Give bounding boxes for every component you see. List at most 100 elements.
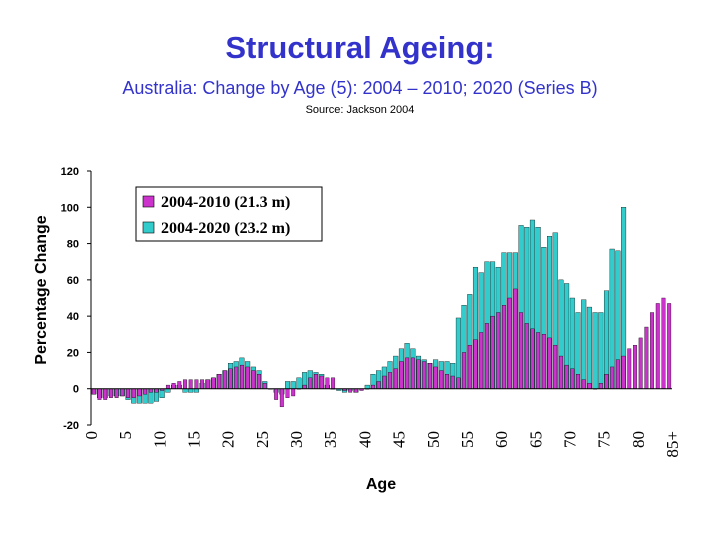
x-tick-label: 45 bbox=[390, 431, 409, 448]
source-note: Source: Jackson 2004 bbox=[305, 104, 415, 116]
x-tick-label: 35 bbox=[321, 431, 340, 448]
page-title: Structural Ageing: bbox=[225, 30, 495, 65]
x-tick-label: 85+ bbox=[663, 431, 682, 458]
bar-series-1 bbox=[308, 377, 313, 389]
bar-series-1 bbox=[519, 312, 523, 389]
bar-series-1 bbox=[103, 388, 108, 400]
x-tick-label: 20 bbox=[219, 431, 238, 448]
bar-series-2 bbox=[193, 388, 199, 393]
bar-series-1 bbox=[177, 381, 182, 389]
bar-series-1 bbox=[325, 377, 330, 389]
bar-series-1 bbox=[154, 388, 159, 393]
bar-series-1 bbox=[644, 326, 649, 389]
bar-series-1 bbox=[314, 374, 318, 389]
bar-series-1 bbox=[211, 377, 216, 389]
bar-series-2 bbox=[603, 290, 610, 389]
bar-series-1 bbox=[405, 357, 410, 389]
bar-series-1 bbox=[587, 383, 592, 389]
bar-series-1 bbox=[650, 312, 655, 389]
bar-series-1 bbox=[348, 388, 353, 393]
bar-series-2 bbox=[592, 312, 598, 389]
bar-series-1 bbox=[165, 384, 170, 389]
bar-series-1 bbox=[467, 344, 472, 389]
bar-series-1 bbox=[667, 303, 672, 389]
bar-series-1 bbox=[399, 361, 404, 389]
bar-series-1 bbox=[222, 370, 227, 389]
x-tick-labels: 0 5 10 15 20 25 30 35 40 45 50 55 60 65 70 75 80 85+ bbox=[82, 431, 682, 458]
bar-series-1 bbox=[536, 332, 541, 389]
bar-series-1 bbox=[251, 370, 256, 389]
bar-series-1 bbox=[382, 375, 387, 389]
bar-series-2 bbox=[296, 377, 302, 389]
y-tick-label: -20 bbox=[63, 420, 79, 432]
bar-series-1 bbox=[353, 388, 358, 393]
bar-series-1 bbox=[655, 303, 660, 389]
bar-series-1 bbox=[530, 328, 535, 389]
bar-series-1 bbox=[91, 388, 96, 395]
bar-series-1 bbox=[183, 379, 187, 389]
bar-series-1 bbox=[541, 334, 546, 389]
bar-series-1 bbox=[319, 375, 324, 389]
bar-series-2 bbox=[290, 381, 296, 389]
x-axis-label: Age bbox=[366, 476, 396, 493]
bar-series-1 bbox=[564, 364, 569, 389]
x-tick-label: 75 bbox=[595, 431, 614, 448]
y-tick-label: 60 bbox=[67, 275, 79, 287]
bar-series-1 bbox=[257, 374, 261, 389]
bar-series-1 bbox=[490, 315, 495, 389]
bar-series-1 bbox=[547, 337, 552, 389]
bar-series-1 bbox=[427, 363, 432, 389]
bar-series-1 bbox=[524, 323, 529, 389]
bar-series-1 bbox=[445, 374, 449, 389]
bar-series-1 bbox=[610, 366, 615, 389]
x-tick-label: 70 bbox=[561, 431, 580, 448]
bar-series-1 bbox=[126, 388, 130, 398]
bar-series-1 bbox=[245, 366, 250, 389]
bar-series-1 bbox=[513, 288, 518, 389]
bar-series-1 bbox=[598, 383, 603, 389]
bar-series-1 bbox=[450, 375, 455, 389]
bar-series-1 bbox=[479, 332, 484, 389]
legend-swatch-series-2 bbox=[142, 221, 155, 234]
bar-series-1 bbox=[410, 357, 415, 389]
bar-series-1 bbox=[188, 379, 193, 389]
page-subtitle: Australia: Change by Age (5): 2004 – 201… bbox=[122, 78, 598, 98]
bar-series-2 bbox=[364, 384, 370, 389]
bar-series-1 bbox=[376, 381, 381, 389]
bar-series-1 bbox=[433, 366, 438, 389]
x-tick-label: 10 bbox=[150, 431, 169, 448]
bar-series-1 bbox=[462, 352, 467, 389]
bar-series-1 bbox=[604, 374, 609, 389]
bar-series-1 bbox=[131, 388, 136, 398]
bar-series-1 bbox=[496, 312, 501, 389]
y-tick-label: 40 bbox=[67, 311, 79, 323]
bar-series-1 bbox=[200, 379, 205, 389]
y-tick-label: 100 bbox=[61, 202, 79, 214]
bar-series-1 bbox=[576, 374, 580, 389]
x-tick-label: 5 bbox=[116, 431, 135, 440]
bar-series-1 bbox=[507, 297, 512, 389]
bar-series-2 bbox=[165, 388, 171, 393]
y-axis-label: Percentage Change bbox=[33, 215, 50, 364]
x-tick-label: 55 bbox=[458, 431, 477, 448]
bar-series-1 bbox=[627, 348, 632, 389]
bar-series-1 bbox=[371, 384, 375, 389]
bar-series-1 bbox=[633, 344, 637, 389]
bar-series-1 bbox=[291, 388, 296, 397]
x-tick-label: 25 bbox=[253, 431, 272, 448]
bar-series-2 bbox=[182, 388, 188, 393]
bar-series-1 bbox=[416, 359, 421, 389]
bar-series-1 bbox=[240, 364, 244, 389]
legend-label-series-1: 2004-2010 (21.3 m) bbox=[161, 194, 290, 211]
bar-series-1 bbox=[388, 372, 392, 389]
bar-series-1 bbox=[473, 339, 478, 389]
bar-series-1 bbox=[143, 388, 148, 395]
x-tick-label: 80 bbox=[629, 431, 648, 448]
x-tick-label: 65 bbox=[526, 431, 545, 448]
legend-swatch-series-1 bbox=[142, 195, 155, 208]
x-tick-label: 0 bbox=[82, 431, 101, 440]
bar-series-1 bbox=[422, 361, 427, 389]
bar-series-1 bbox=[217, 374, 222, 389]
bar-series-1 bbox=[439, 370, 444, 389]
